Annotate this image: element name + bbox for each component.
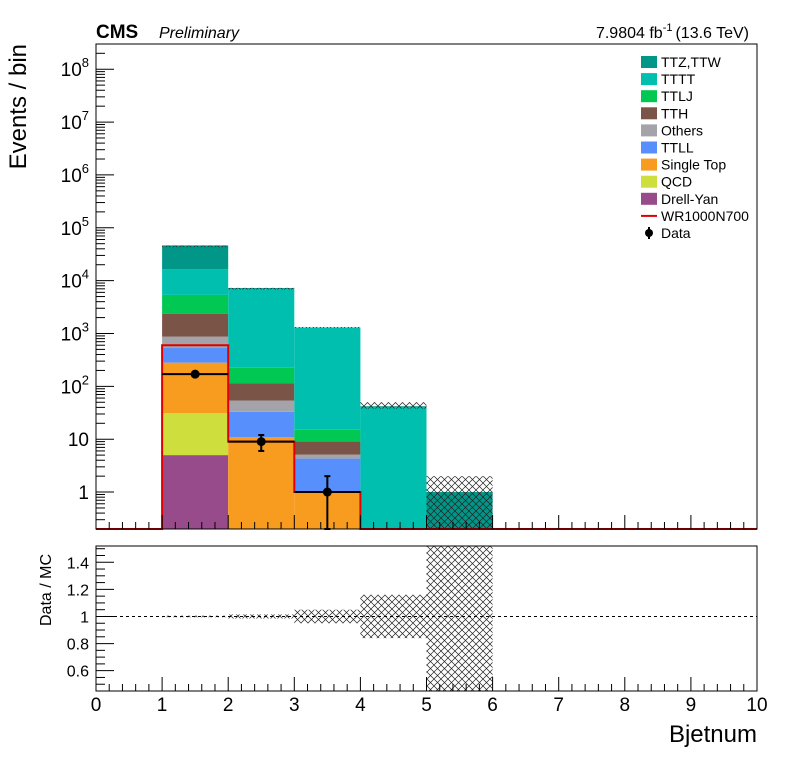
legend-label-tth: TTH <box>661 105 688 121</box>
y-tick-label: 105 <box>61 214 89 240</box>
bar-tttt-bin2 <box>228 289 295 368</box>
ratio-uncertainty-band-bin0 <box>162 615 229 618</box>
bar-others-bin1 <box>162 336 229 349</box>
x-tick-label: 8 <box>620 695 631 716</box>
legend-label-drell-yan: Drell-Yan <box>661 191 718 207</box>
x-tick-label: 10 <box>746 695 767 716</box>
bar-ttlj-bin1 <box>162 294 229 314</box>
x-tick-label: 3 <box>289 695 300 716</box>
legend-label-ttz-ttw: TTZ,TTW <box>661 54 722 70</box>
data-point-1 <box>256 437 266 447</box>
ratio-y-axis-label: Data / MC <box>38 554 55 626</box>
legend-label-tttt: TTTT <box>661 71 696 87</box>
main-frame <box>95 43 758 530</box>
y-tick-label: 106 <box>61 161 89 187</box>
x-tick-label: 1 <box>157 695 168 716</box>
preliminary-label: Preliminary <box>159 25 240 42</box>
legend-label-others: Others <box>661 122 703 138</box>
bar-ttz-ttw-bin1 <box>162 245 229 270</box>
legend-label-data: Data <box>661 225 691 241</box>
legend-swatch-others <box>641 124 657 137</box>
lumi-label: 7.9804 fb-1 (13.6 TeV) <box>596 22 749 42</box>
x-tick-label: 6 <box>487 695 498 716</box>
bar-drell-yan-bin1 <box>162 455 229 529</box>
legend-label-qcd: QCD <box>661 174 692 190</box>
y-tick-label: 10 <box>68 430 89 451</box>
legend-swatch-drell-yan <box>641 192 657 205</box>
bar-tttt-bin4 <box>360 407 427 529</box>
x-tick-label: 0 <box>91 695 102 716</box>
y-tick-label: 104 <box>61 267 89 293</box>
legend-label-ttlj: TTLJ <box>661 88 693 104</box>
y-tick-label: 103 <box>61 319 89 345</box>
mc-uncertainty-band-bin3 <box>360 402 427 409</box>
ratio-y-tick-label: 0.8 <box>67 637 89 654</box>
x-tick-label: 9 <box>686 695 697 716</box>
x-tick-label: 4 <box>355 695 366 716</box>
bar-ttll-bin1 <box>162 348 229 363</box>
bar-qcd-bin1 <box>162 413 229 456</box>
bar-single-top-bin2 <box>228 437 295 529</box>
bar-others-bin2 <box>228 400 295 412</box>
bar-tttt-bin1 <box>162 269 229 295</box>
main-plot-area: 1 10 102 103 104 105 106 107 108 <box>61 43 758 530</box>
bar-tth-bin3 <box>294 441 361 455</box>
ratio-y-tick-label: 0.6 <box>67 664 89 681</box>
lumi-exponent: -1 <box>663 22 673 34</box>
ratio-frame <box>95 545 758 692</box>
ratio-y-tick-label: 1 <box>80 609 89 626</box>
lumi-value: 7.9804 fb <box>596 25 663 42</box>
y-tick-label: 1 <box>78 483 89 504</box>
cms-label: CMS <box>96 22 138 43</box>
legend-swatch-data <box>645 229 653 237</box>
legend-swatch-ttll <box>641 141 657 154</box>
x-tick-label: 5 <box>421 695 432 716</box>
legend-swatch-single-top <box>641 158 657 171</box>
legend-label-ttll: TTLL <box>661 140 694 156</box>
legend-swatch-qcd <box>641 175 657 188</box>
energy-label: (13.6 TeV) <box>675 25 749 42</box>
data-point-0 <box>190 369 200 379</box>
bar-others-bin3 <box>294 454 361 459</box>
legend-swatch-ttz-ttw <box>641 56 657 68</box>
y-tick-label: 108 <box>61 55 89 81</box>
y-axis-label: Events / bin <box>5 44 32 169</box>
data-point-2 <box>322 487 332 497</box>
y-tick-label: 107 <box>61 108 89 134</box>
y-tick-label: 102 <box>61 372 89 398</box>
bar-tth-bin1 <box>162 313 229 337</box>
mc-uncertainty-band-bin2 <box>294 326 361 329</box>
ratio-uncertainty-band-bin4 <box>426 546 493 691</box>
bar-tth-bin2 <box>228 383 295 401</box>
ratio-uncertainty-band-bin1 <box>228 614 295 619</box>
legend-swatch-ttlj <box>641 90 657 103</box>
bar-ttll-bin2 <box>228 411 295 438</box>
x-tick-label: 7 <box>553 695 564 716</box>
legend-swatch-tttt <box>641 73 657 86</box>
mc-uncertainty-band-bin1 <box>228 287 295 290</box>
bar-ttlj-bin2 <box>228 367 295 384</box>
ratio-plot-area: 0.6 0.8 1 1.2 1.4 0 1 2 3 4 5 6 7 8 9 10 <box>67 546 768 716</box>
legend-label-single-top: Single Top <box>661 157 726 173</box>
bar-tttt-bin3 <box>294 327 361 430</box>
ratio-y-tick-label: 1.2 <box>67 582 89 599</box>
legend-swatch-tth <box>641 107 657 120</box>
mc-uncertainty-band-bin0 <box>162 245 229 248</box>
mc-uncertainty-band-bin4 <box>426 476 493 529</box>
ratio-uncertainty-band-bin2 <box>294 609 361 624</box>
ratio-y-tick-label: 1.4 <box>67 555 89 572</box>
legend-label-wr1000n700: WR1000N700 <box>661 208 749 224</box>
bar-ttlj-bin3 <box>294 429 361 442</box>
x-axis-label: Bjetnum <box>669 721 757 748</box>
x-tick-label: 2 <box>223 695 234 716</box>
